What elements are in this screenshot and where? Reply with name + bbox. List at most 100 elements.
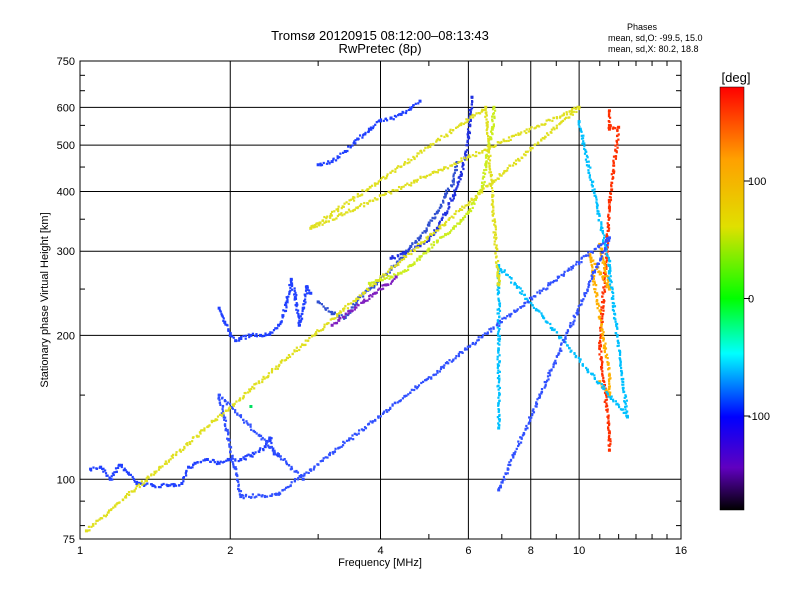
data-point — [443, 166, 446, 169]
data-point — [261, 335, 264, 338]
data-point — [293, 470, 296, 473]
data-point — [435, 140, 438, 143]
data-point — [477, 193, 481, 196]
data-point — [596, 202, 599, 205]
data-point — [325, 162, 329, 165]
data-point — [496, 364, 500, 368]
data-point — [402, 253, 405, 256]
data-point — [224, 427, 228, 430]
data-point — [413, 249, 417, 252]
data-point — [361, 301, 364, 304]
data-point — [413, 261, 416, 264]
data-point — [104, 515, 108, 518]
data-point — [436, 171, 439, 174]
data-point — [604, 271, 607, 274]
data-point — [474, 341, 478, 344]
data-point — [616, 327, 619, 330]
data-point — [497, 384, 500, 387]
data-point — [364, 289, 368, 292]
data-point — [595, 295, 598, 298]
data-point — [240, 335, 243, 338]
data-point — [583, 144, 586, 147]
data-point — [314, 223, 317, 227]
data-point — [589, 258, 592, 261]
data-point — [592, 191, 596, 194]
data-point — [223, 320, 226, 323]
data-point — [614, 313, 617, 316]
data-point — [336, 155, 339, 158]
data-point — [337, 210, 340, 213]
data-point — [598, 212, 601, 216]
data-point — [414, 241, 417, 244]
data-point — [111, 478, 114, 481]
data-point — [577, 107, 581, 111]
data-point — [247, 453, 250, 456]
data-point — [438, 220, 442, 223]
data-point — [471, 106, 474, 109]
data-point — [617, 405, 621, 409]
data-point — [330, 323, 334, 327]
data-point — [413, 157, 416, 161]
data-point — [447, 207, 450, 210]
data-point — [459, 170, 463, 174]
data-point — [228, 443, 231, 446]
data-point — [94, 522, 97, 525]
data-point — [188, 441, 191, 444]
data-point — [336, 214, 339, 218]
data-point — [409, 391, 412, 394]
data-point — [307, 339, 310, 342]
data-point — [329, 213, 333, 216]
data-point — [498, 377, 501, 381]
data-point — [446, 187, 450, 190]
data-point — [619, 362, 622, 365]
data-point — [605, 394, 608, 397]
data-point — [578, 261, 581, 264]
data-point — [268, 438, 271, 441]
data-point — [308, 468, 312, 471]
data-point — [238, 399, 241, 402]
data-point — [516, 308, 519, 311]
data-point — [611, 288, 614, 291]
data-point — [441, 199, 445, 202]
data-point — [606, 222, 609, 225]
data-point — [414, 239, 417, 243]
data-point — [465, 154, 468, 157]
data-point — [492, 212, 495, 215]
data-point — [391, 276, 394, 279]
data-point — [607, 198, 611, 202]
data-point — [557, 335, 561, 338]
data-point — [552, 279, 556, 283]
data-point — [403, 269, 406, 272]
data-point — [540, 390, 544, 394]
data-point — [220, 314, 223, 317]
data-point — [283, 359, 286, 362]
data-point — [616, 402, 619, 405]
data-point — [224, 419, 228, 422]
data-point — [165, 462, 168, 465]
data-point — [206, 425, 209, 429]
data-point — [216, 460, 219, 463]
data-point — [249, 454, 253, 458]
data-point — [549, 281, 552, 284]
data-point — [411, 263, 415, 266]
data-point — [376, 198, 379, 201]
data-point — [492, 123, 495, 126]
data-point — [344, 150, 347, 153]
data-point — [588, 255, 591, 258]
data-point — [404, 183, 407, 187]
data-point — [601, 240, 605, 243]
data-point — [497, 409, 501, 412]
data-point — [229, 332, 232, 335]
data-point — [268, 440, 272, 443]
data-point — [528, 416, 531, 419]
data-point — [438, 222, 441, 225]
data-point — [457, 183, 460, 186]
data-point — [497, 374, 501, 378]
data-point — [173, 483, 176, 486]
data-point — [587, 285, 590, 289]
data-point — [469, 115, 472, 118]
data-point — [608, 210, 611, 213]
data-point — [295, 469, 298, 473]
data-point — [601, 251, 605, 254]
data-point — [366, 288, 370, 291]
